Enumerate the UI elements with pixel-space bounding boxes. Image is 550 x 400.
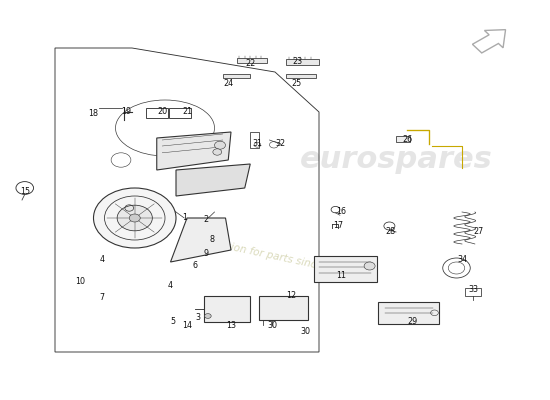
Text: 28: 28 — [386, 228, 395, 236]
Bar — [396, 136, 410, 142]
Text: 26: 26 — [402, 136, 412, 144]
Polygon shape — [170, 218, 231, 262]
Bar — [169, 108, 191, 118]
Text: 2: 2 — [204, 216, 209, 224]
Text: 9: 9 — [204, 250, 209, 258]
Bar — [204, 296, 250, 322]
Text: 17: 17 — [333, 222, 343, 230]
Circle shape — [364, 262, 375, 270]
Circle shape — [129, 214, 140, 222]
Text: a passion for parts since 1965: a passion for parts since 1965 — [197, 235, 353, 277]
Text: 8: 8 — [209, 236, 214, 244]
Text: 14: 14 — [182, 322, 192, 330]
Text: 11: 11 — [336, 272, 346, 280]
Bar — [286, 59, 319, 65]
Bar — [258, 296, 308, 320]
Bar — [378, 302, 439, 324]
Text: 33: 33 — [468, 286, 478, 294]
Text: 13: 13 — [226, 322, 236, 330]
Text: 16: 16 — [336, 208, 346, 216]
Text: 18: 18 — [89, 110, 98, 118]
Text: 7: 7 — [99, 294, 104, 302]
Text: 34: 34 — [457, 256, 467, 264]
Circle shape — [214, 141, 225, 149]
Text: 19: 19 — [122, 108, 131, 116]
Circle shape — [205, 314, 211, 318]
Text: 21: 21 — [182, 108, 192, 116]
Text: 10: 10 — [75, 278, 85, 286]
Text: 30: 30 — [267, 322, 277, 330]
Bar — [250, 132, 258, 148]
Bar — [465, 288, 481, 296]
Text: 23: 23 — [292, 58, 302, 66]
Polygon shape — [157, 132, 231, 170]
Bar — [223, 74, 250, 78]
Text: 12: 12 — [287, 292, 296, 300]
Text: 25: 25 — [292, 80, 302, 88]
Bar — [146, 108, 168, 118]
Text: 20: 20 — [157, 108, 167, 116]
Circle shape — [117, 205, 152, 231]
Text: 6: 6 — [192, 262, 198, 270]
Bar — [314, 256, 377, 282]
Text: 5: 5 — [170, 318, 176, 326]
Circle shape — [213, 149, 222, 155]
Text: 29: 29 — [408, 318, 417, 326]
Text: 24: 24 — [223, 80, 233, 88]
Text: 4: 4 — [99, 256, 104, 264]
Polygon shape — [176, 164, 250, 196]
Text: 27: 27 — [474, 228, 483, 236]
Text: 22: 22 — [245, 60, 255, 68]
Text: 3: 3 — [195, 314, 201, 322]
Text: eurospares: eurospares — [300, 146, 492, 174]
Text: 30: 30 — [300, 328, 310, 336]
Text: 32: 32 — [276, 140, 285, 148]
Bar — [236, 58, 267, 63]
Text: 31: 31 — [252, 140, 262, 148]
Text: 1: 1 — [182, 214, 187, 222]
Circle shape — [94, 188, 176, 248]
Text: 15: 15 — [20, 188, 30, 196]
Bar — [286, 74, 316, 78]
Text: 4: 4 — [168, 282, 173, 290]
